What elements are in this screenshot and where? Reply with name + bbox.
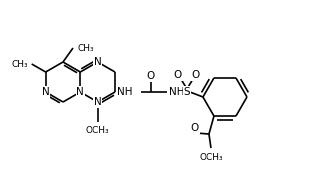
Text: OCH₃: OCH₃ <box>199 153 223 162</box>
Text: NH: NH <box>169 87 184 97</box>
Text: S: S <box>184 87 190 97</box>
Text: N: N <box>94 97 102 107</box>
Text: O: O <box>174 70 182 80</box>
Text: O: O <box>191 123 199 133</box>
Text: N: N <box>42 87 49 97</box>
Text: N: N <box>76 87 84 97</box>
Text: OCH₃: OCH₃ <box>86 126 109 135</box>
Text: CH₃: CH₃ <box>77 44 94 52</box>
Text: O: O <box>147 71 155 81</box>
Text: NH: NH <box>117 87 133 97</box>
Text: N: N <box>94 57 102 67</box>
Text: O: O <box>192 70 200 80</box>
Text: CH₃: CH₃ <box>11 60 28 68</box>
